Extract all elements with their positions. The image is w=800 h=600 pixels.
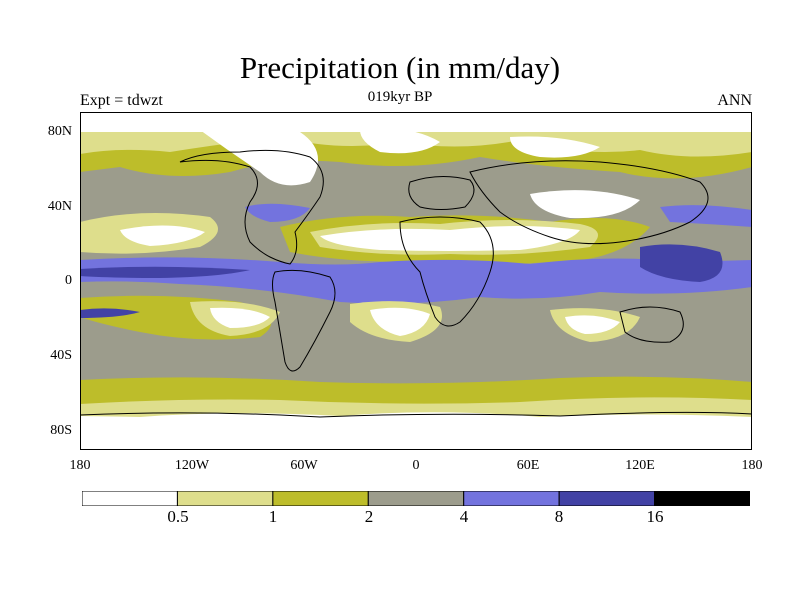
coast-australia (619, 306, 684, 343)
precipitation-map (80, 112, 752, 450)
lat-label-40s: 40S (50, 348, 72, 363)
field-south-band (80, 376, 752, 404)
colorbar-swatch (272, 491, 369, 506)
field-gulfstream-wet (245, 203, 310, 222)
field-maritime-wet (640, 244, 723, 282)
map-frame (80, 112, 752, 450)
coast-north-america (179, 149, 324, 265)
period-label: 019kyr BP (367, 89, 433, 105)
field-sind-dry (565, 315, 620, 334)
experiment-label: Expt = tdwzt (80, 92, 163, 109)
field-spac-dry (210, 307, 270, 328)
lon-label-180w: 180 (69, 458, 91, 473)
field-spcz-core (80, 308, 140, 318)
colorbar-swatch (654, 491, 750, 506)
lon-label-0: 0 (412, 458, 420, 473)
coast-europe (408, 176, 475, 210)
field-kuroshio-wet (660, 205, 752, 227)
colorbar-label-2: 2 (364, 507, 374, 526)
colorbar-label-16: 16 (646, 507, 664, 526)
field-antarctic (80, 410, 752, 450)
map-title: Precipitation (in mm/day) (239, 50, 561, 85)
season-label: ANN (717, 92, 752, 109)
lat-label-40n: 40N (47, 199, 72, 214)
field-itcz-core (80, 266, 250, 278)
coast-asia (469, 160, 709, 245)
colorbar-label-0-5: 0.5 (167, 507, 189, 526)
colorbar-label-1: 1 (268, 507, 278, 526)
lat-label-equator: 0 (65, 273, 72, 288)
field-greenland-dry (200, 126, 318, 186)
field-asia-dry (530, 190, 640, 219)
field-arctic-dry (360, 128, 440, 154)
coast-antarctica (80, 411, 752, 418)
colorbar-swatch (176, 491, 274, 506)
field-itcz (80, 257, 752, 304)
lon-label-60e: 60E (516, 458, 540, 473)
colorbar-label-8: 8 (554, 507, 564, 526)
lon-label-60w: 60W (290, 458, 318, 473)
lat-label-80s: 80S (50, 423, 72, 438)
colorbar-label-4: 4 (459, 507, 469, 526)
colorbar-swatch (82, 491, 178, 506)
field-arctic (80, 112, 752, 132)
lat-label-80n: 80N (47, 124, 72, 139)
lon-label-180e: 180 (741, 458, 763, 473)
coast-south-america (272, 269, 336, 372)
field-satl-dry (370, 307, 430, 336)
lon-label-120w: 120W (174, 458, 210, 473)
colorbar-swatch (558, 491, 656, 506)
colorbar (82, 491, 750, 506)
colorbar-swatch (367, 491, 465, 506)
lon-label-120e: 120E (625, 458, 655, 473)
field-siberia-dry (510, 136, 600, 158)
coast-africa (399, 216, 494, 327)
colorbar-swatch (463, 491, 560, 506)
field-npac-dry-core (120, 225, 205, 246)
field-sahara-dry (320, 226, 580, 251)
